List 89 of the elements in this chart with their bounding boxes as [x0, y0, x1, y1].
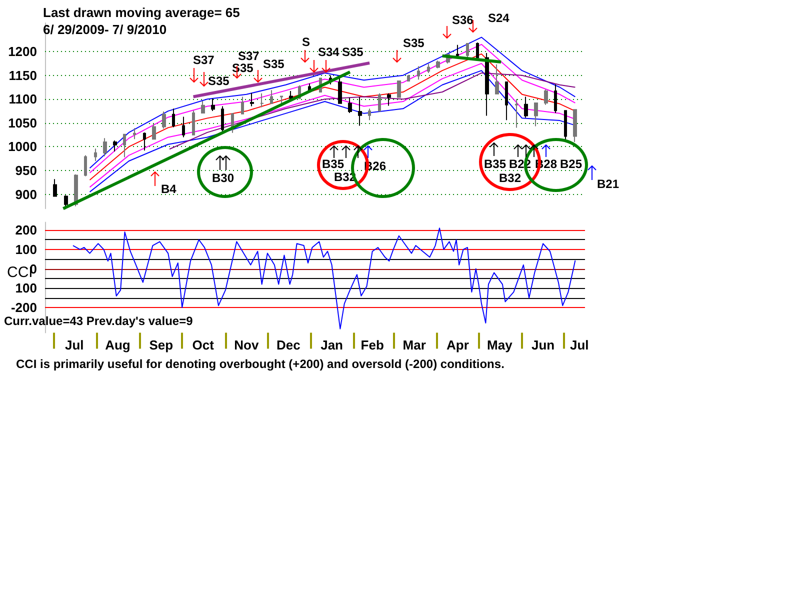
y-tick-label: 100	[15, 280, 37, 296]
annotation: Curr.value=43 Prev.day's value=9	[4, 314, 194, 328]
candlestick	[456, 44, 459, 59]
annotation: B30	[212, 171, 234, 185]
line-series	[169, 72, 576, 150]
candlestick	[270, 90, 273, 104]
annotation: S34	[318, 45, 340, 59]
candlestick	[485, 52, 489, 116]
annotation: S24	[488, 11, 510, 25]
candlestick	[515, 98, 518, 128]
x-tick-label: Jan	[320, 338, 344, 353]
x-tick-label: Sep	[149, 338, 174, 353]
text: B21	[597, 177, 620, 191]
annotation: S	[302, 35, 310, 49]
candlestick	[505, 81, 508, 121]
x-tick-label: Mar	[402, 338, 426, 353]
annotation: B4	[161, 182, 177, 196]
candlestick	[260, 92, 264, 108]
candlestick	[348, 97, 352, 114]
chart-title: Last drawn moving average= 65	[43, 5, 240, 20]
y-tick-label: 1200	[8, 44, 37, 60]
y-tick-label: 100	[15, 242, 37, 257]
annotation: S37	[193, 53, 215, 67]
candlestick	[476, 42, 479, 59]
annotation: S35	[403, 36, 425, 50]
x-tick-label: Oct	[192, 338, 215, 353]
candlestick	[143, 132, 146, 152]
candlestick	[358, 96, 362, 126]
candlestick	[534, 102, 538, 127]
y-tick-label: 200	[15, 222, 37, 238]
annotation: S35	[263, 57, 285, 71]
candlestick	[113, 140, 117, 152]
x-tick-label: Aug	[105, 338, 130, 353]
candlestick	[201, 100, 205, 114]
candlestick	[436, 60, 440, 69]
x-tick-label: Jul	[64, 338, 84, 353]
x-tick-label: Dec	[276, 338, 300, 353]
y-tick-label: 1000	[8, 139, 37, 154]
annotation: S35	[208, 74, 230, 88]
x-tick-label: Nov	[234, 338, 260, 353]
x-tick-label: May	[487, 338, 514, 353]
candlestick	[368, 108, 371, 121]
candlestick	[544, 89, 548, 106]
candlestick	[524, 96, 528, 118]
y-tick-label: 1100	[8, 92, 37, 107]
candlestick	[378, 92, 381, 112]
y-tick-label: 1150	[8, 68, 37, 83]
candlestick	[53, 178, 57, 198]
y-tick-label: 950	[15, 163, 37, 178]
chart-subtitle: 6/ 29/2009- 7/ 9/2010	[43, 22, 167, 37]
x-tick-label: Jul	[570, 338, 589, 353]
candlestick	[162, 111, 166, 130]
annotation: B25	[560, 157, 582, 171]
x-tick-label: Feb	[360, 338, 384, 353]
candlestick	[280, 95, 283, 107]
annotation: B35	[484, 157, 506, 171]
annotation: S35	[342, 45, 364, 59]
text: CCI is primarily useful for denoting overbought (+200) and oversold (-200) conditions.	[16, 357, 504, 371]
annotation: B32	[499, 171, 522, 185]
candlestick	[427, 63, 430, 74]
candlestick	[407, 74, 410, 82]
y-tick-label: 900	[15, 186, 37, 202]
candlestick	[211, 98, 215, 112]
y-tick-label: 1050	[8, 115, 37, 130]
candlestick	[221, 106, 224, 133]
candlestick	[182, 116, 185, 138]
candlestick	[397, 80, 401, 98]
y-tick-label: -200	[10, 300, 37, 316]
candlestick	[123, 133, 126, 158]
candlestick	[192, 110, 195, 136]
candlestick	[152, 123, 156, 140]
x-tick-label: Apr	[446, 338, 469, 353]
annotation: B35	[322, 157, 344, 171]
x-tick-label: Jun	[531, 338, 555, 353]
candlestick	[417, 66, 420, 80]
candlestick	[172, 108, 175, 128]
annotation: S36	[452, 13, 474, 27]
candlestick	[250, 92, 254, 107]
candlestick	[573, 109, 577, 142]
candlestick	[94, 148, 97, 162]
candlestick	[387, 92, 391, 106]
candlestick	[241, 96, 244, 115]
candlestick	[103, 138, 107, 157]
annotation: S37	[238, 49, 260, 63]
candlestick	[133, 128, 136, 140]
candlestick	[495, 64, 499, 95]
candlestick	[554, 84, 557, 114]
candlestick	[84, 154, 87, 177]
candlestick	[564, 110, 567, 142]
